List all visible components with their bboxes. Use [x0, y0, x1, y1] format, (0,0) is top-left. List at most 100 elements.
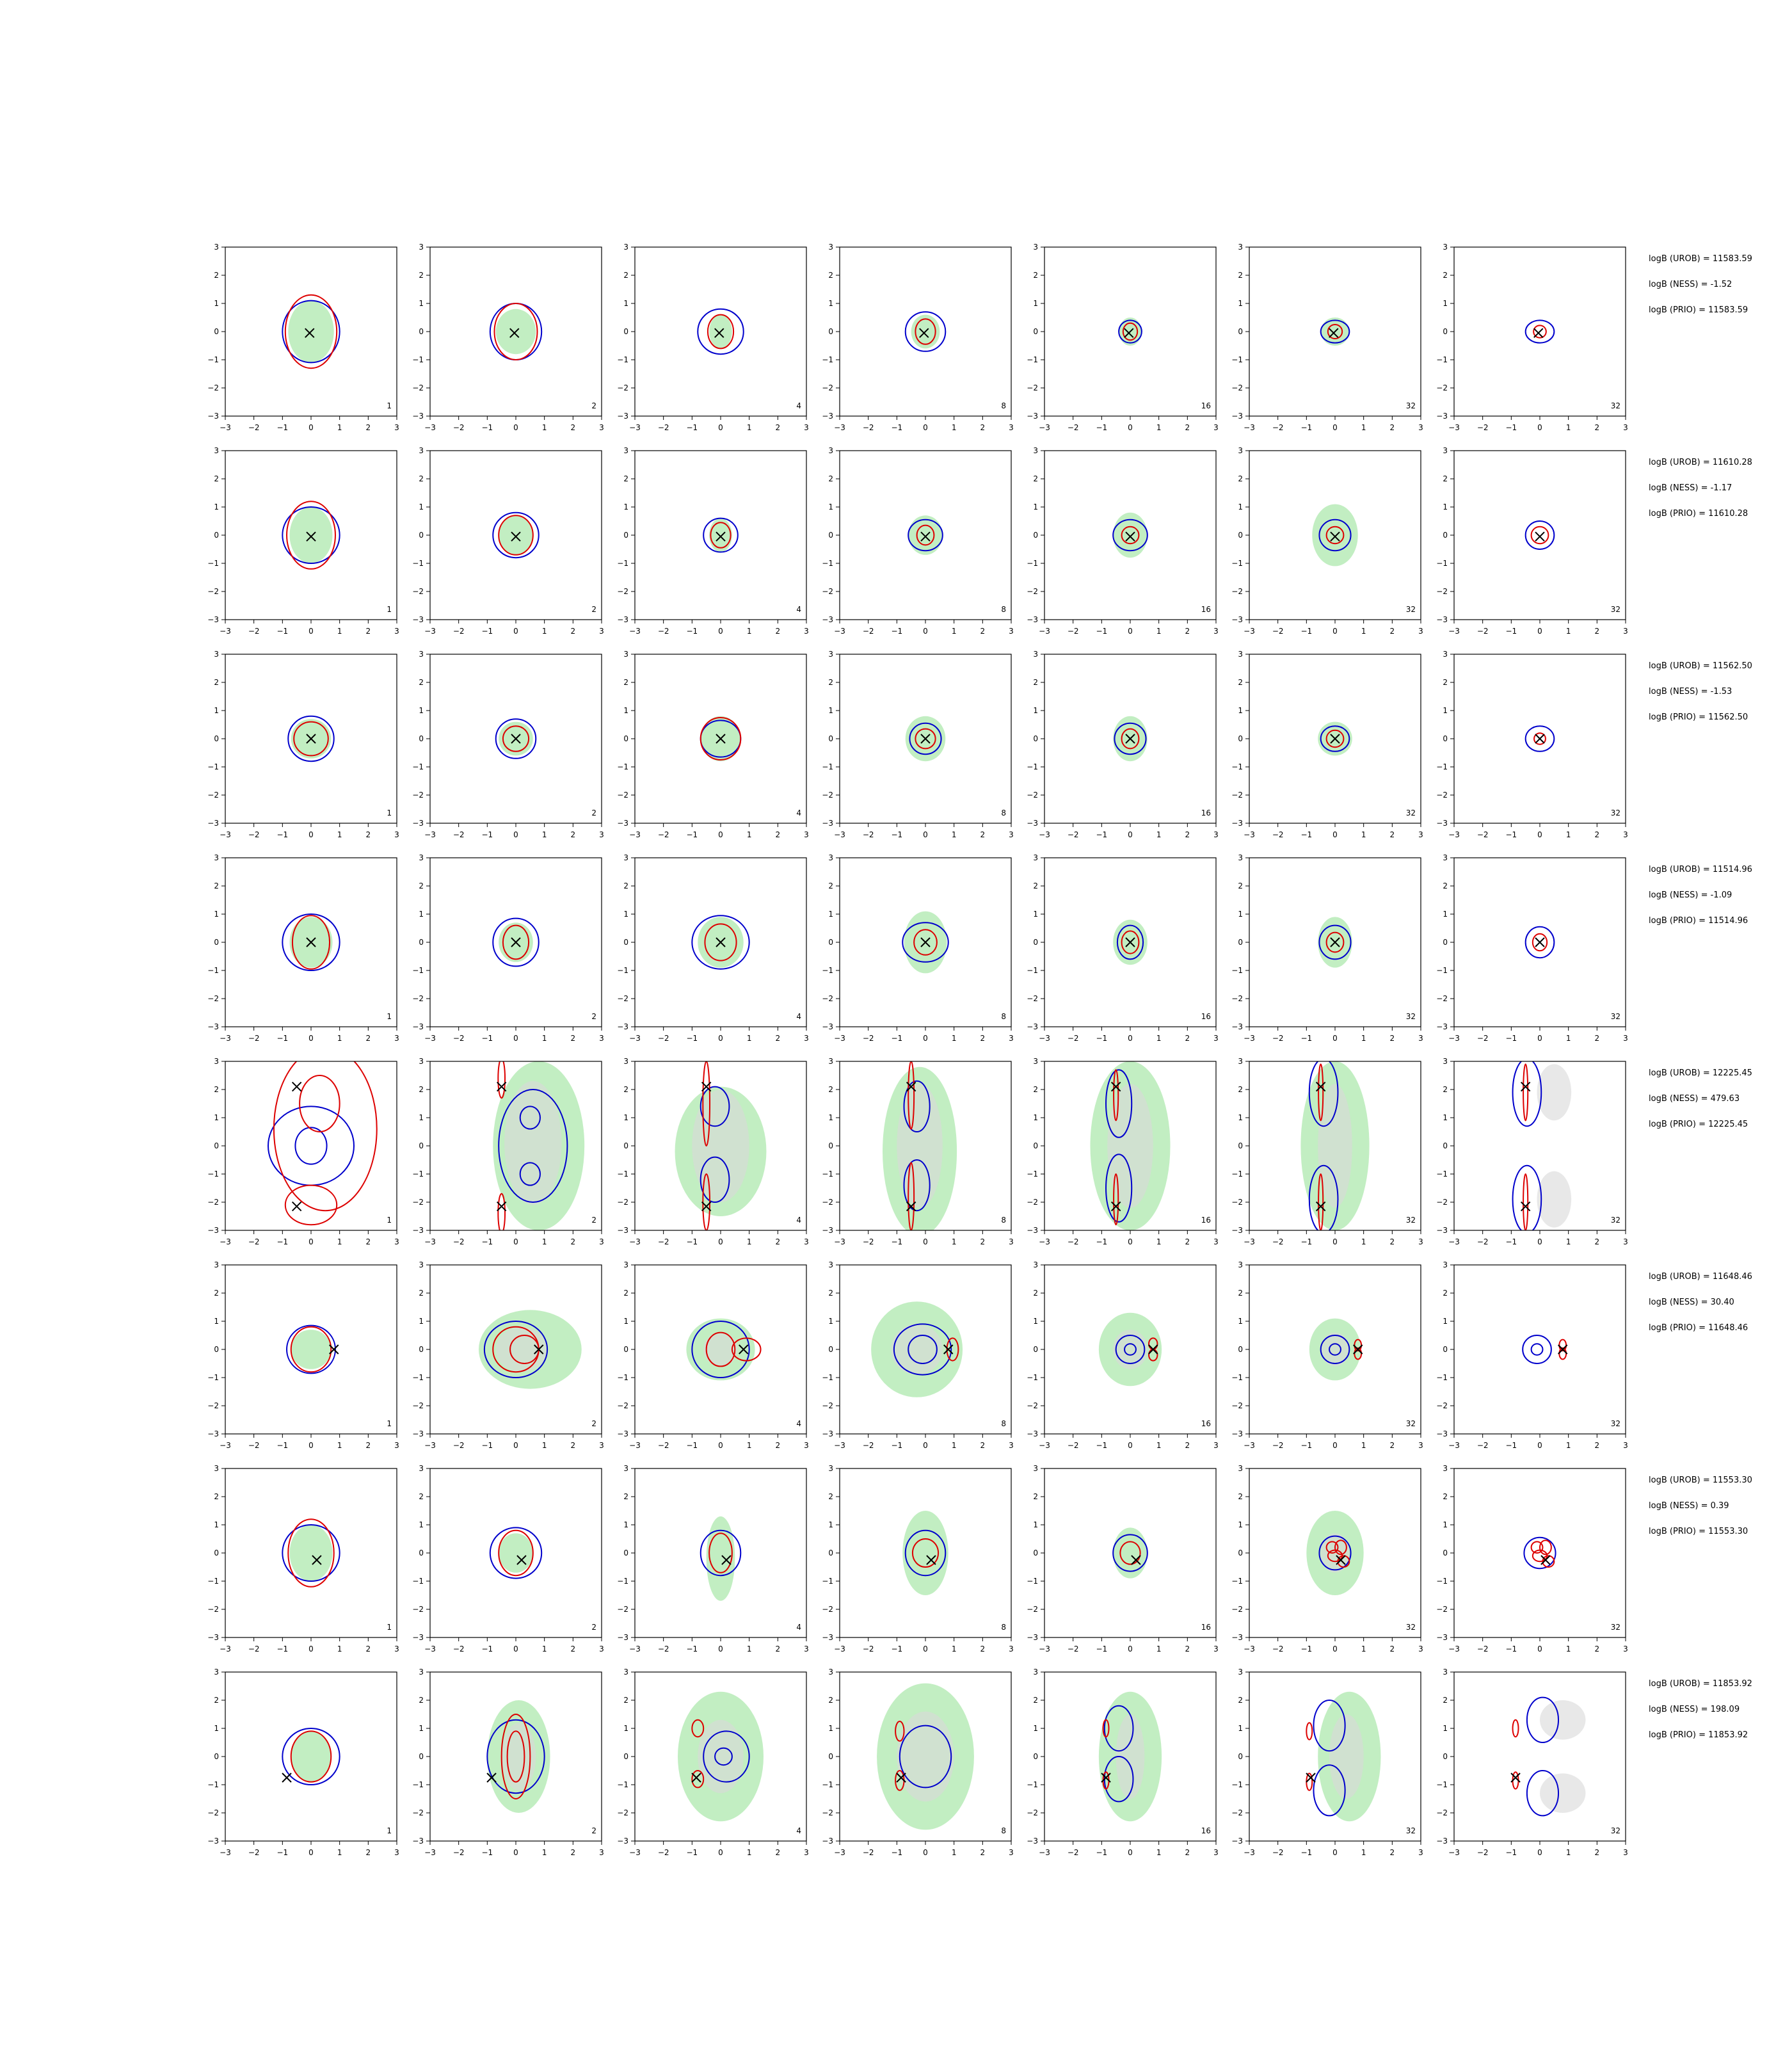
x-tick-label: 1: [1566, 1645, 1571, 1653]
blue-contour-2: [1530, 1343, 1544, 1356]
x-tick-label: 0: [1537, 1645, 1542, 1653]
y-tick-label: −1: [1231, 1170, 1243, 1178]
x-tick-label: −3: [834, 1645, 845, 1653]
panel-index-label: 8: [1001, 401, 1006, 410]
panel-index-label: 16: [1201, 1419, 1211, 1428]
x-tick-label: −2: [248, 627, 260, 636]
x-tick-label: 2: [571, 1848, 576, 1857]
x-tick-label: 0: [513, 1441, 518, 1450]
y-tick-label: 0: [1443, 1141, 1448, 1150]
y-tick-label: −2: [1436, 383, 1448, 392]
plot-area: [1306, 1691, 1381, 1822]
gray-contour-1: [1329, 1714, 1364, 1799]
red-contour-1: [1325, 931, 1345, 953]
y-tick-label: −3: [412, 1226, 424, 1235]
logb-annotation-r3-3: logB (PRIO) = 11562.50: [1649, 712, 1748, 722]
y-tick-label: −1: [1436, 1577, 1448, 1586]
blue-contour-1: [893, 1323, 952, 1376]
y-tick-label: −1: [617, 762, 628, 771]
x-tick-label: 1: [337, 1848, 342, 1857]
panel-r4-c6: −3−3 −2 −2 −1 −1 0 0 1 1 2 2 3 3 32: [1231, 853, 1423, 1043]
panel-r1-c4: −3−3 −2 −2 −1 −1 0 0 1 1 2 2 3 3 8: [822, 243, 1014, 432]
y-tick-label: −3: [1436, 615, 1448, 624]
red-contour-1: [497, 1061, 506, 1099]
panel-index-label: 32: [1406, 1216, 1416, 1225]
x-tick-label: −3: [220, 627, 231, 636]
y-tick-label: −3: [1231, 819, 1243, 828]
y-tick-label: −2: [207, 1605, 219, 1614]
y-tick-label: −2: [617, 1198, 628, 1207]
x-tick-label: −3: [1448, 627, 1460, 636]
x-tick-label: 0: [923, 1237, 928, 1246]
blue-contour-1: [498, 1089, 568, 1203]
y-tick-label: −1: [207, 355, 219, 364]
x-tick-label: −3: [1039, 1645, 1050, 1653]
x-tick-label: 2: [1595, 1237, 1600, 1246]
x-tick-label: 3: [1418, 627, 1423, 636]
x-tick-label: 3: [394, 1645, 399, 1653]
y-tick-label: −1: [1027, 762, 1038, 771]
plot-area: [493, 1061, 585, 1230]
plot-area: [1309, 1318, 1363, 1381]
y-tick-label: −2: [207, 1808, 219, 1817]
x-tick-label: 3: [599, 1441, 604, 1450]
x-tick-label: 3: [599, 1237, 604, 1246]
logb-annotation-r3-1: logB (UROB) = 11562.50: [1649, 661, 1752, 671]
logb-annotation-r8-2: logB (NESS) = 198.09: [1649, 1705, 1740, 1714]
x-tick-label: −1: [686, 1441, 698, 1450]
y-tick-label: −2: [617, 791, 628, 800]
x-tick-label: −1: [481, 1441, 493, 1450]
y-tick-label: 2: [623, 1085, 628, 1094]
red-contour-1: [1325, 526, 1345, 545]
x-tick-label: 0: [513, 627, 518, 636]
x-tick-label: −1: [1505, 830, 1517, 839]
panel-r2-c2: −3−3 −2 −2 −1 −1 0 0 1 1 2 2 3 3 2: [412, 446, 604, 636]
x-tick-label: −2: [658, 1848, 669, 1857]
x-tick-label: 2: [366, 1441, 371, 1450]
y-tick-label: 3: [419, 1464, 424, 1473]
truth-marker-1: [896, 1773, 906, 1783]
plot-area: [486, 1700, 550, 1813]
panel-r5-c6: −3−3 −2 −2 −1 −1 0 0 1 1 2 2 3 3 32: [1231, 1057, 1423, 1246]
truth-marker-1: [1533, 328, 1544, 338]
y-tick-label: 1: [1238, 503, 1243, 511]
logb-annotation-r3-2: logB (NESS) = -1.53: [1649, 687, 1732, 696]
panel-index-label: 8: [1001, 1419, 1006, 1428]
y-tick-label: 0: [828, 1141, 833, 1150]
x-tick-label: 0: [923, 423, 928, 432]
axes-frame: [225, 1061, 397, 1231]
y-tick-label: 2: [623, 881, 628, 890]
y-tick-label: 1: [828, 299, 833, 308]
blue-contour-1: [904, 1529, 947, 1577]
y-tick-label: 0: [1033, 1752, 1038, 1761]
y-tick-label: −2: [1436, 1198, 1448, 1207]
y-tick-label: −3: [822, 412, 833, 421]
blue-contour-1: [282, 913, 340, 971]
x-tick-label: −3: [1244, 830, 1255, 839]
red-contour-1: [707, 314, 735, 350]
red-contour-1: [1530, 1541, 1544, 1554]
x-tick-label: 2: [776, 627, 781, 636]
y-tick-label: 2: [1443, 678, 1448, 687]
x-tick-label: −2: [863, 1034, 874, 1043]
red-contour-1: [290, 1730, 332, 1783]
blue-contour-2: [1308, 1164, 1339, 1230]
x-tick-label: 0: [308, 1848, 314, 1857]
panel-r2-c4: −3−3 −2 −2 −1 −1 0 0 1 1 2 2 3 3 8: [822, 446, 1014, 636]
x-tick-label: 2: [776, 1848, 781, 1857]
y-tick-label: 1: [1033, 1317, 1038, 1326]
red-contour-2: [691, 1770, 705, 1789]
red-contour-1: [1318, 1063, 1324, 1122]
red-contour-1: [702, 1061, 711, 1146]
y-tick-label: 1: [214, 1113, 219, 1122]
y-tick-label: 1: [1238, 1724, 1243, 1733]
panel-index-label: 16: [1201, 808, 1211, 817]
y-tick-label: 0: [1033, 1548, 1038, 1557]
x-tick-label: −1: [1300, 1645, 1312, 1653]
y-tick-label: −1: [617, 559, 628, 568]
y-tick-label: −3: [207, 1429, 219, 1438]
y-tick-label: 1: [623, 706, 628, 715]
x-tick-label: 0: [718, 830, 723, 839]
y-tick-label: 0: [214, 734, 219, 743]
x-tick-label: −1: [1300, 1034, 1312, 1043]
